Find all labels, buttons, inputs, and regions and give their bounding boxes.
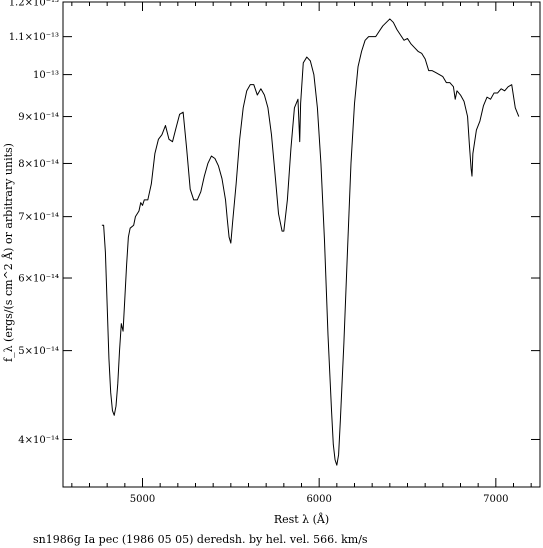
x-tick-label: 7000 bbox=[483, 494, 508, 505]
x-tick-label: 5000 bbox=[130, 494, 155, 505]
chart-caption: sn1986g Ia pec (1986 05 05) deredsh. by … bbox=[33, 533, 368, 546]
series-group bbox=[101, 18, 520, 466]
y-tick-label: 1.1×10⁻¹³ bbox=[9, 32, 59, 43]
y-tick-label: 6×10⁻¹⁴ bbox=[18, 274, 59, 285]
y-tick-label: 8×10⁻¹⁴ bbox=[18, 159, 59, 170]
y-tick-label: 7×10⁻¹⁴ bbox=[18, 212, 59, 223]
y-tick-label: 4×10⁻¹⁴ bbox=[18, 435, 59, 446]
y-tick-label: 1.2×10⁻¹³ bbox=[9, 0, 59, 9]
x-axis-label: Rest λ (Å) bbox=[274, 512, 329, 526]
y-tick-label: 10⁻¹³ bbox=[33, 70, 59, 81]
y-tick-label: 9×10⁻¹⁴ bbox=[18, 112, 59, 123]
x-tick-label: 6000 bbox=[306, 494, 331, 505]
axis-ticks bbox=[63, 1, 540, 487]
y-tick-label: 5×10⁻¹⁴ bbox=[18, 346, 59, 357]
plot-frame bbox=[62, 1, 541, 488]
tick-labels: 5000 6000 7000 4×10⁻¹⁴ 5×10⁻¹⁴ 6×10⁻¹⁴ 7×10⁻¹⁴… bbox=[9, 0, 509, 505]
y-axis-label: f_λ (ergs/(s cm^2 Å) or arbitrary units) bbox=[1, 143, 15, 362]
spectrum-line bbox=[101, 18, 520, 466]
